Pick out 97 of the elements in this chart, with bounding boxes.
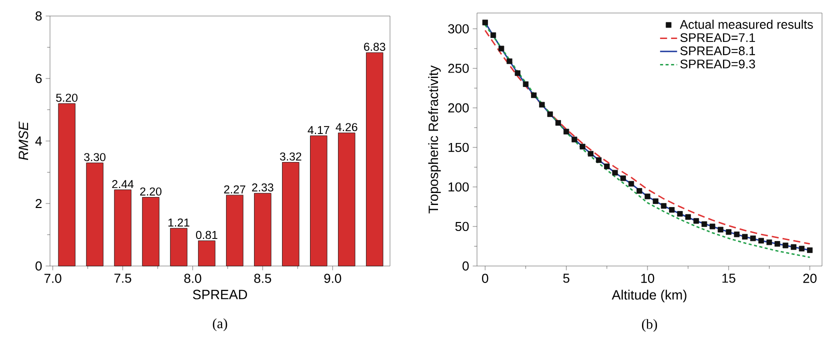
- x-tick-label: 9.0: [324, 274, 342, 283]
- data-label: 2.27: [224, 185, 246, 194]
- y-tick-label: 250: [448, 64, 469, 73]
- bar: [226, 194, 244, 266]
- x-tick-label: 8.0: [184, 274, 202, 283]
- data-label: 0.81: [196, 230, 218, 239]
- y-tick-label: 300: [448, 24, 469, 34]
- point: [726, 229, 732, 235]
- point: [522, 81, 529, 87]
- point: [547, 111, 553, 117]
- x-tick-label: 7.5: [114, 274, 132, 283]
- legend-label: SPREAD=9.3: [680, 60, 756, 68]
- point: [612, 170, 618, 176]
- bar: [366, 52, 384, 266]
- point: [506, 58, 512, 64]
- data-label: 2.20: [140, 187, 162, 196]
- y-tick-label: 4: [35, 136, 42, 146]
- data-label: 2.44: [112, 180, 134, 188]
- bar: [254, 192, 272, 266]
- point: [660, 203, 667, 209]
- point: [758, 238, 764, 244]
- bar: [310, 135, 328, 266]
- point: [677, 211, 683, 217]
- bar: [114, 190, 132, 266]
- x-axis-title: Altitude (km): [612, 290, 686, 302]
- point: [596, 157, 602, 163]
- point: [564, 128, 570, 134]
- legend-label: Actual measured results: [680, 20, 813, 29]
- bar: [142, 197, 160, 266]
- x-tick-label: 20: [803, 274, 817, 283]
- y-tick-label: 6: [36, 74, 42, 84]
- point: [710, 224, 716, 230]
- x-tick-label: 0: [482, 274, 488, 283]
- point: [702, 221, 708, 227]
- data-label: 4.26: [336, 123, 358, 132]
- legend-label: SPREAD=7.1: [680, 33, 755, 42]
- point: [774, 241, 780, 247]
- bar: [282, 162, 300, 266]
- y-tick-label: 200: [448, 103, 469, 112]
- data-label: 4.17: [308, 126, 330, 134]
- x-tick-label: 8.5: [254, 274, 272, 283]
- point: [742, 234, 748, 240]
- x-tick-label: 10: [641, 274, 654, 283]
- point: [652, 198, 658, 204]
- x-axis-title: SPREAD: [192, 290, 248, 300]
- x-tick-label: 15: [722, 274, 736, 283]
- bar: [198, 240, 216, 266]
- point: [482, 20, 488, 26]
- point: [580, 144, 586, 150]
- x-tick-label: 5: [563, 274, 570, 283]
- point: [555, 120, 561, 126]
- bar: [58, 103, 76, 266]
- point: [750, 236, 756, 242]
- point: [693, 218, 699, 224]
- y-axis-title: Tropospheric Refractivity: [428, 65, 441, 214]
- point: [782, 242, 788, 248]
- point: [718, 226, 724, 232]
- x-tick-label: 7.0: [44, 274, 62, 283]
- bar: [338, 132, 356, 266]
- y-tick-label: 8: [36, 11, 42, 21]
- point: [628, 180, 634, 187]
- point: [734, 232, 740, 238]
- bar: [86, 162, 104, 266]
- point: [636, 188, 642, 194]
- bar: [170, 228, 188, 266]
- point: [790, 244, 796, 250]
- y-tick-label: 50: [455, 222, 469, 232]
- point: [766, 239, 772, 246]
- y-tick-label: 0: [462, 261, 469, 271]
- data-label: 6.83: [364, 42, 386, 51]
- y-tick-label: 100: [448, 182, 469, 192]
- point: [572, 136, 578, 142]
- point: [644, 194, 650, 200]
- point: [514, 70, 520, 76]
- point: [807, 247, 813, 253]
- data-label: 5.20: [56, 94, 78, 102]
- point: [669, 207, 675, 213]
- point: [685, 214, 691, 220]
- point: [498, 46, 504, 52]
- point: [588, 150, 594, 157]
- y-axis-title: RMSE: [18, 121, 28, 160]
- point: [490, 32, 496, 38]
- point: [798, 246, 805, 252]
- data-label: 3.30: [84, 153, 106, 162]
- data-label: 1.21: [168, 218, 190, 226]
- data-label: 2.33: [252, 183, 274, 192]
- legend-label: SPREAD=8.1: [680, 46, 755, 56]
- y-tick-label: 0: [36, 261, 42, 271]
- y-tick-label: 2: [36, 198, 42, 208]
- point: [531, 92, 537, 98]
- point: [539, 102, 545, 108]
- y-tick-label: 150: [448, 142, 469, 152]
- point: [604, 164, 610, 170]
- text: (a): [212, 318, 228, 332]
- point: [620, 175, 626, 182]
- text: (b): [642, 319, 658, 332]
- data-label: 3.32: [280, 152, 302, 161]
